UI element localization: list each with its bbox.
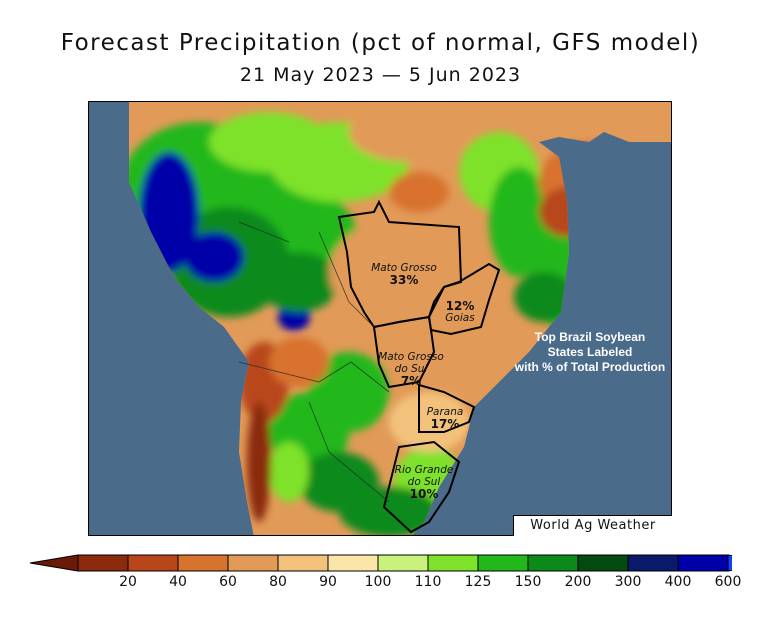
annotation-line-1: Top Brazil Soybean (534, 330, 646, 344)
legend-under-arrow (29, 554, 79, 572)
precipitation-map: Mato Grosso 33% 12% Goias Mato Grosso do… (88, 101, 672, 536)
state-outlines (337, 199, 501, 534)
legend-swatch (277, 554, 329, 572)
legend-tick-label: 150 (514, 574, 542, 590)
legend-tick-label: 60 (219, 574, 237, 590)
legend-swatch (627, 554, 679, 572)
legend-swatch (377, 554, 429, 572)
legend-swatch (477, 554, 529, 572)
map-canvas (89, 102, 671, 535)
legend-tick-label: 110 (414, 574, 442, 590)
annotation-line-3: with % of Total Production (514, 360, 666, 374)
legend-over-arrow (727, 554, 732, 572)
legend-swatch (177, 554, 229, 572)
legend-swatch (677, 554, 729, 572)
legend-tick-label: 20 (119, 574, 137, 590)
legend-tick-label: 90 (319, 574, 337, 590)
legend-tick-label: 40 (169, 574, 187, 590)
legend-swatch (427, 554, 479, 572)
map-title: Forecast Precipitation (pct of normal, G… (60, 30, 701, 56)
annotation-line-2: States Labeled (547, 345, 633, 359)
legend-tick-label: 200 (564, 574, 592, 590)
legend-tick-label: 300 (614, 574, 642, 590)
state-label-rio-grande-do-sul: Rio Grande do Sul 10% (394, 464, 454, 501)
date-range-subtitle: 21 May 2023 — 5 Jun 2023 (239, 64, 522, 86)
legend-tick-label: 100 (364, 574, 392, 590)
legend-tick-label: 600 (714, 574, 742, 590)
state-label-parana: Parana 17% (426, 406, 464, 431)
outline-goias (427, 262, 501, 336)
color-legend-bar (29, 554, 732, 572)
legend-swatch (227, 554, 279, 572)
state-label-goias: 12% Goias (445, 299, 475, 324)
outline-rio-grande-do-sul (382, 440, 461, 534)
legend-tick-label: 80 (269, 574, 287, 590)
legend-swatch (127, 554, 179, 572)
credit-label: World Ag Weather (513, 515, 672, 536)
outline-parana (418, 383, 476, 433)
state-label-mato-grosso: Mato Grosso 33% (371, 262, 437, 287)
legend-tick-label: 125 (464, 574, 492, 590)
legend-swatch (577, 554, 629, 572)
legend-swatch (77, 554, 129, 572)
map-annotation: Top Brazil Soybean States Labeled with %… (492, 330, 688, 375)
legend-swatch (527, 554, 579, 572)
country-borders (238, 221, 390, 503)
outline-mato-grosso-do-sul (372, 315, 436, 389)
legend-swatch (327, 554, 379, 572)
outline-mato-grosso (337, 199, 463, 329)
legend-tick-label: 400 (664, 574, 692, 590)
state-label-mato-grosso-do-sul: Mato Grosso do Sul 7% (378, 351, 444, 388)
